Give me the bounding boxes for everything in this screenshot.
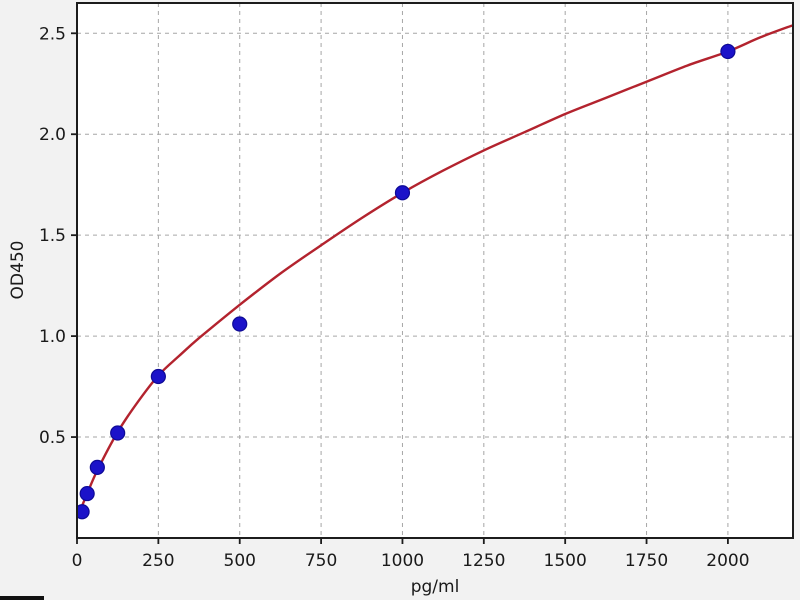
- x-tick-label: 1250: [462, 551, 505, 571]
- gridlines: [77, 3, 793, 538]
- x-tick-label: 2000: [706, 551, 749, 571]
- bottom-edge-artifact: [0, 596, 44, 600]
- data-point: [79, 485, 95, 502]
- data-point: [232, 316, 248, 332]
- y-tick-label: 0.5: [39, 428, 66, 448]
- plot-area: [77, 3, 793, 538]
- x-axis-label: pg/ml: [411, 577, 460, 597]
- data-point: [720, 43, 736, 60]
- x-tick-label: 1000: [381, 551, 424, 571]
- data-point: [110, 425, 126, 441]
- data-layer: [77, 24, 793, 520]
- x-tick-label: 1750: [625, 551, 668, 571]
- plot-border: [76, 2, 794, 539]
- x-tick-label: 0: [72, 551, 83, 571]
- data-point: [394, 185, 411, 201]
- data-point: [89, 459, 105, 475]
- data-point: [77, 504, 90, 520]
- y-tick-label: 1.0: [39, 327, 66, 347]
- y-axis-label: OD450: [8, 241, 28, 300]
- y-tick-label: 1.5: [39, 226, 66, 246]
- y-tick-label: 2.0: [39, 125, 66, 145]
- axis-ticks: 0 250 500 750 1000 1250 1500 1750 2000 0.5 1.0 1.5 2…: [39, 24, 750, 571]
- x-tick-label: 250: [142, 551, 174, 571]
- x-tick-label: 750: [305, 551, 337, 571]
- y-tick-label: 2.5: [39, 24, 66, 44]
- x-tick-label: 1500: [544, 551, 587, 571]
- x-tick-label: 500: [224, 551, 256, 571]
- data-point: [150, 368, 166, 385]
